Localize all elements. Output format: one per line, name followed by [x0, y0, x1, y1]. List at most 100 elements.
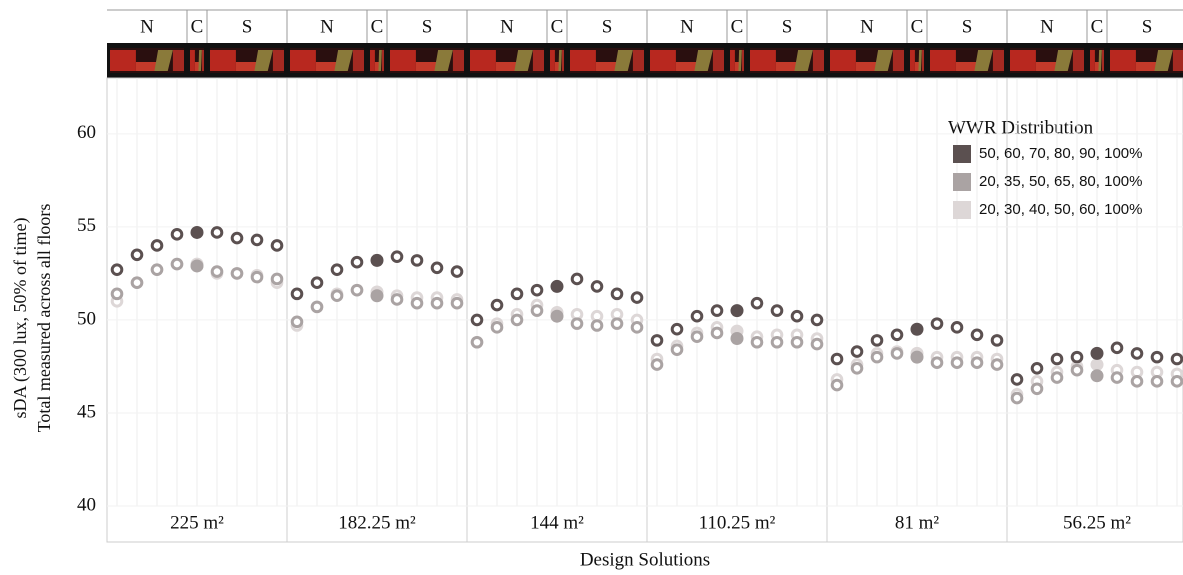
thumbnail [532, 50, 544, 71]
thumbnail [434, 50, 453, 71]
point [470, 313, 484, 327]
y-axis-title: Total measured across all floors [34, 204, 54, 433]
point [450, 296, 464, 310]
thumbnail [892, 50, 904, 71]
point [790, 309, 804, 323]
group-label-frame [106, 505, 1183, 543]
thumbnail [595, 62, 619, 71]
point [750, 335, 764, 349]
point [1170, 352, 1183, 366]
point [1090, 358, 1104, 372]
point [210, 265, 224, 278]
point [270, 272, 284, 286]
point [870, 334, 884, 347]
thumbnail [201, 50, 204, 71]
section-label: S [602, 16, 613, 37]
point [1150, 375, 1164, 388]
point [250, 270, 264, 284]
point [370, 289, 384, 303]
point [510, 287, 524, 301]
point [350, 255, 364, 269]
point [1030, 361, 1044, 375]
section-label: C [731, 16, 744, 37]
point [150, 239, 164, 252]
point [710, 304, 724, 317]
point [190, 259, 204, 273]
point [1150, 350, 1164, 364]
group-label: 110.25 m² [699, 512, 776, 533]
point [330, 263, 344, 276]
section-label: N [860, 16, 874, 37]
point [1090, 369, 1104, 383]
point [550, 279, 564, 293]
group-label: 56.25 m² [1063, 512, 1131, 533]
thumbnail [738, 50, 742, 71]
point [450, 265, 464, 278]
y-tick-label: 45 [77, 401, 96, 422]
point [1010, 391, 1024, 405]
thumbnail [172, 50, 184, 71]
section-label: C [551, 16, 564, 37]
point [570, 272, 584, 286]
thumbnail [272, 50, 284, 71]
point [1010, 373, 1024, 386]
point [950, 356, 964, 370]
section-label: C [371, 16, 384, 37]
point [1130, 347, 1144, 360]
point [490, 298, 504, 312]
point [1110, 341, 1124, 355]
point [170, 228, 184, 241]
thumbnail [334, 50, 353, 71]
thumbnail [921, 50, 924, 71]
thumbnail [352, 50, 364, 71]
point [930, 317, 944, 330]
thumbnail [194, 62, 200, 71]
point [230, 267, 244, 280]
thumbnail [135, 62, 159, 71]
section-label: N [1040, 16, 1054, 37]
thumbnail [675, 62, 699, 71]
thumbnail [650, 50, 676, 71]
thumbnail [794, 50, 813, 71]
point [110, 287, 124, 301]
thumbnail [750, 50, 776, 71]
point [810, 337, 824, 351]
point [430, 296, 444, 310]
point [610, 317, 624, 330]
thumbnail [1035, 62, 1059, 71]
point [550, 309, 564, 323]
thumbnail [1072, 50, 1084, 71]
thumbnail [974, 50, 993, 71]
point [250, 233, 264, 247]
legend-swatch [953, 173, 971, 191]
thumbnail [914, 62, 920, 71]
point [1170, 375, 1183, 388]
thumbnail [874, 50, 893, 71]
thumbnail [830, 50, 856, 71]
section-label: S [242, 16, 253, 37]
point [590, 319, 604, 332]
section-label: N [680, 16, 694, 37]
point [910, 322, 924, 336]
point [730, 304, 744, 318]
thumbnail [734, 62, 740, 71]
point [1130, 375, 1144, 388]
point [830, 352, 844, 366]
thumbnail [110, 50, 136, 71]
point [870, 350, 884, 364]
thumbnail [741, 50, 744, 71]
point [290, 315, 304, 329]
point [890, 328, 904, 342]
thumbnail [235, 62, 259, 71]
point [310, 300, 324, 314]
thumbnail [198, 50, 202, 71]
thumbnail [415, 62, 439, 71]
thumbnail [390, 50, 416, 71]
thumbnail [992, 50, 1004, 71]
section-label: N [320, 16, 334, 37]
group-label: 225 m² [170, 512, 224, 533]
legend-label: 20, 35, 50, 65, 80, 100% [979, 173, 1142, 190]
point [670, 322, 684, 336]
thumbnail [955, 62, 979, 71]
point [270, 239, 284, 252]
